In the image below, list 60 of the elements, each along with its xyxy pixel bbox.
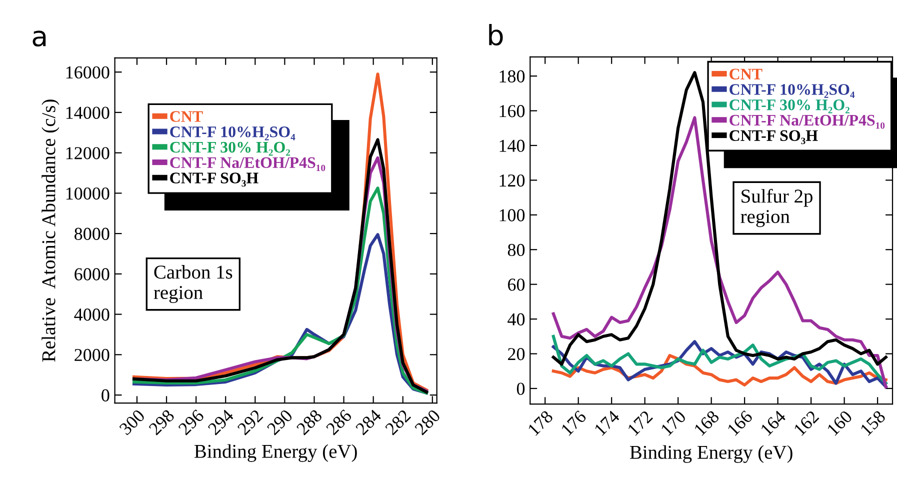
x-tick-label: 158 — [860, 410, 886, 436]
y-axis-title: Relative Atomic Abundance (c/s) — [42, 100, 60, 362]
y-tick-label: 160 — [500, 105, 525, 118]
legend-label: CNT-F 30% H₂O₂ — [170, 142, 290, 156]
x-tick-label: 284 — [355, 408, 382, 436]
y-tick-label: 120 — [500, 174, 525, 187]
y-tick-label: 180 — [500, 70, 525, 82]
x-axis-title: Binding Energy (eV) — [194, 444, 357, 462]
x-tick-label: 162 — [793, 410, 820, 436]
x-tick-label: 166 — [726, 410, 754, 436]
chart-title: a — [32, 30, 46, 47]
x-tick-label: 280 — [414, 408, 441, 436]
legend-label: CNT-F 30% H₂O₂ — [730, 99, 850, 114]
x-tick-label: 298 — [148, 408, 176, 436]
annotation: Carbon 1s region — [154, 265, 232, 304]
y-tick-label: 80 — [508, 244, 525, 256]
legend-label: CNT-F SO₃H — [170, 172, 258, 187]
y-tick-label: 6000 — [74, 268, 110, 280]
y-tick-label: 10000 — [66, 187, 110, 200]
annotation: Sulfur 2p region — [740, 188, 812, 228]
x-tick-label: 286 — [326, 408, 352, 436]
chart-title: b — [489, 24, 503, 46]
legend-label: CNT-F SO₃H — [730, 130, 818, 144]
x-tick-label: 292 — [236, 409, 264, 436]
legend-label: CNT — [730, 68, 762, 80]
x-tick-label: 178 — [527, 410, 554, 436]
x-tick-label: 300 — [118, 408, 146, 436]
legend-label: CNT-F Na/EtOH/P4S₁₀ — [170, 157, 326, 172]
x-tick-label: 294 — [207, 408, 234, 436]
y-tick-label: 4000 — [74, 308, 110, 321]
legend-label: CNT-F 10%H₂SO₄ — [730, 84, 855, 98]
legend-label: CNT — [170, 111, 203, 122]
x-tick-label: 168 — [694, 410, 720, 436]
x-tick-label: 172 — [627, 410, 653, 436]
y-tick-label: 0 — [102, 389, 110, 402]
y-tick-label: 100 — [500, 209, 525, 222]
x-tick-label: 160 — [826, 410, 853, 436]
legend-label: CNT-F Na/EtOH/P4S₁₀ — [730, 114, 885, 129]
x-tick-label: 164 — [760, 410, 787, 436]
y-tick-label: 8000 — [74, 228, 110, 240]
x-tick-label: 174 — [594, 410, 620, 436]
y-tick-label: 140 — [500, 140, 525, 152]
y-tick-label: 16000 — [66, 66, 110, 79]
x-tick-label: 282 — [384, 409, 412, 436]
x-tick-label: 290 — [266, 408, 294, 436]
legend-label: CNT-F 10%H₂SO₄ — [170, 126, 296, 140]
x-tick-label: 170 — [660, 410, 687, 436]
x-axis-title: Binding Energy (eV) — [630, 445, 792, 463]
y-tick-label: 40 — [508, 313, 525, 326]
y-tick-label: 2000 — [74, 348, 110, 362]
y-tick-label: 14000 — [66, 106, 110, 119]
line-series — [552, 334, 888, 385]
x-tick-label: 176 — [560, 410, 587, 436]
y-tick-label: 0 — [516, 382, 525, 395]
y-tick-label: 12000 — [66, 147, 110, 160]
x-tick-label: 296 — [178, 408, 205, 436]
y-tick-label: 60 — [508, 278, 525, 291]
y-tick-label: 20 — [508, 348, 525, 360]
line-series — [552, 116, 888, 388]
x-tick-label: 288 — [296, 408, 323, 436]
